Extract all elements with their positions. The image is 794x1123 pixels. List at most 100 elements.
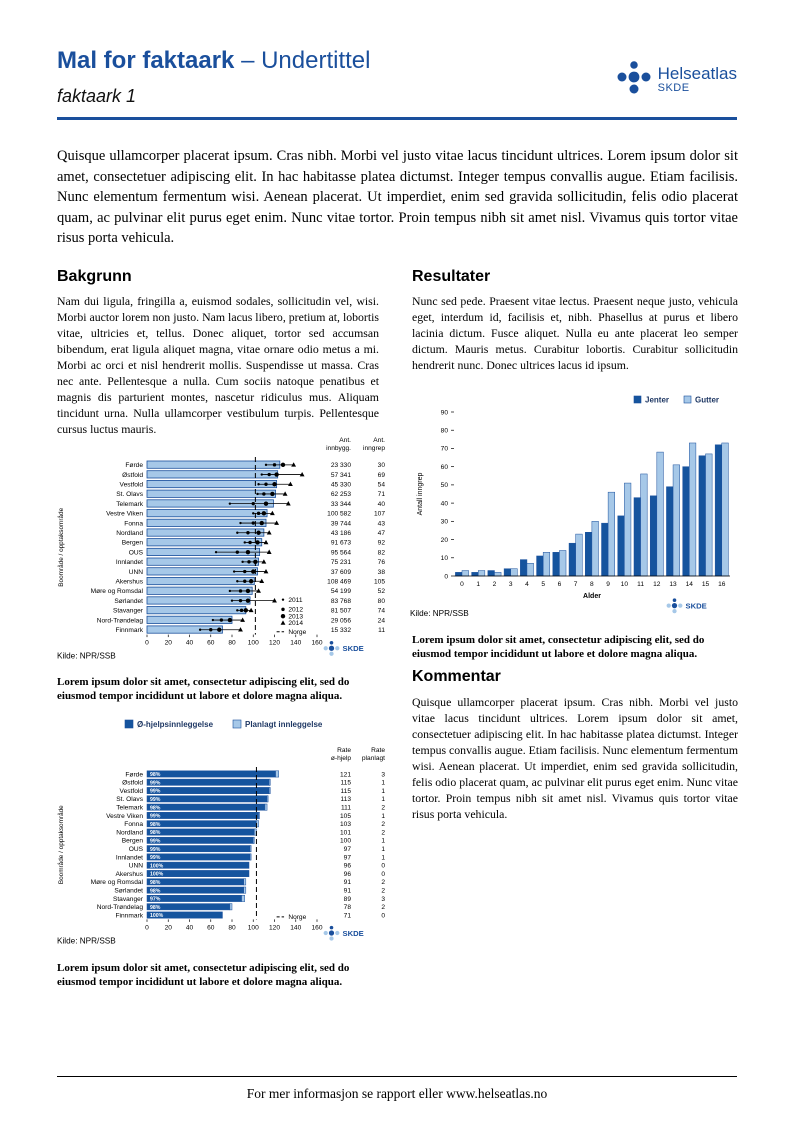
svg-text:43 186: 43 186 [331,530,352,537]
svg-text:Gutter: Gutter [695,396,719,405]
svg-text:5: 5 [541,581,545,588]
svg-text:99%: 99% [150,847,161,853]
bar [146,470,279,479]
svg-text:Ant.: Ant. [339,437,351,444]
logo-name: Helseatlas [657,63,737,83]
svg-text:113: 113 [340,796,351,803]
bar-jenter [714,444,723,577]
bar-jenter [536,555,544,577]
svg-text:Nord-Trøndelag: Nord-Trøndelag [97,904,144,911]
svg-text:Antall inngrep: Antall inngrep [417,472,424,515]
svg-text:97%: 97% [150,897,161,903]
bar-jenter [471,572,479,577]
svg-text:1: 1 [381,796,385,803]
svg-text:100 582: 100 582 [327,511,351,518]
bar-jenter [633,497,641,577]
svg-text:71: 71 [378,491,386,498]
svg-text:11: 11 [378,627,385,634]
svg-text:10: 10 [441,555,449,562]
svg-text:3: 3 [381,771,385,778]
bar-planlagt [268,787,271,794]
svg-text:98%: 98% [150,880,161,886]
svg-text:52: 52 [378,588,386,595]
svg-text:6: 6 [558,581,562,588]
bar-planlagt [241,895,245,902]
svg-text:7: 7 [574,581,578,588]
bar-jenter [552,552,560,577]
svg-text:ø-hjelp: ø-hjelp [331,755,351,762]
bar-gutter [705,453,713,577]
svg-text:0: 0 [381,863,385,870]
svg-text:Boområde / opptaksområde: Boområde / opptaksområde [57,805,65,884]
svg-text:Nordland: Nordland [116,530,143,537]
svg-text:78: 78 [344,904,352,911]
bar-planlagt [249,845,252,853]
bar-gutter [542,552,551,577]
svg-text:101: 101 [340,829,351,836]
svg-text:SKDE: SKDE [343,929,364,938]
svg-text:inngrep: inngrep [363,445,385,452]
svg-text:160: 160 [311,640,322,647]
bar-planlagt [243,878,247,886]
svg-text:Kilde: NPR/SSB: Kilde: NPR/SSB [57,936,116,945]
bar [146,489,276,498]
svg-text:2013: 2013 [288,613,303,620]
svg-text:Rate: Rate [337,747,351,754]
bar-ohjelp [146,778,270,786]
svg-text:20: 20 [165,640,173,647]
svg-text:120: 120 [269,640,280,647]
bar-gutter [526,562,534,577]
bar-planlagt [266,795,269,803]
svg-text:80: 80 [378,598,386,605]
bar-gutter [591,521,599,577]
svg-text:0: 0 [145,924,149,931]
svg-text:Sørlandet: Sørlandet [114,598,143,605]
svg-text:103: 103 [340,821,351,828]
svg-text:98%: 98% [150,805,161,811]
svg-text:75 231: 75 231 [331,559,352,566]
svg-text:Fonna: Fonna [124,520,143,527]
bar-gutter [559,550,567,577]
svg-text:2: 2 [381,904,385,911]
svg-text:20: 20 [165,924,173,931]
caption-chart2: Lorem ipsum dolor sit amet, consectetur … [412,634,705,660]
footer-text: For mer informasjon se rapport eller www… [246,1086,548,1101]
svg-text:St. Olavs: St. Olavs [116,796,143,803]
bar-planlagt [249,853,252,861]
svg-text:Planlagt innleggelse: Planlagt innleggelse [245,720,323,729]
svg-text:Østfold: Østfold [122,472,143,479]
svg-text:54: 54 [378,481,386,488]
header-rule [57,117,737,120]
bar-gutter [494,572,502,577]
svg-text:8: 8 [590,581,594,588]
svg-text:160: 160 [311,924,322,931]
svg-text:37 609: 37 609 [331,569,352,576]
svg-text:Boområde / opptaksområde: Boområde / opptaksområde [57,507,65,586]
svg-text:15: 15 [702,581,710,588]
svg-text:95 564: 95 564 [331,549,352,556]
svg-text:Vestfold: Vestfold [120,788,144,795]
svg-text:OUS: OUS [129,846,144,853]
svg-text:0: 0 [460,581,464,588]
svg-text:98%: 98% [150,772,161,778]
svg-text:1: 1 [381,846,385,853]
bar-jenter [455,572,463,577]
caption-chart3: Lorem ipsum dolor sit amet, consectetur … [57,962,350,988]
svg-text:105: 105 [340,813,351,820]
svg-text:29 056: 29 056 [331,617,352,624]
bar-gutter [461,570,469,577]
svg-text:1: 1 [381,838,385,845]
svg-text:2: 2 [381,887,385,894]
svg-text:100: 100 [340,838,351,845]
svg-text:24: 24 [378,617,386,624]
svg-text:planlagt: planlagt [362,755,385,762]
svg-text:1: 1 [476,581,480,588]
svg-text:60: 60 [207,924,215,931]
bar-gutter [607,491,615,577]
svg-text:0: 0 [381,912,385,919]
svg-text:83 768: 83 768 [331,598,352,605]
svg-text:16: 16 [718,581,726,588]
svg-text:91: 91 [344,887,352,894]
svg-text:Stavanger: Stavanger [113,896,144,903]
bar [146,509,268,518]
